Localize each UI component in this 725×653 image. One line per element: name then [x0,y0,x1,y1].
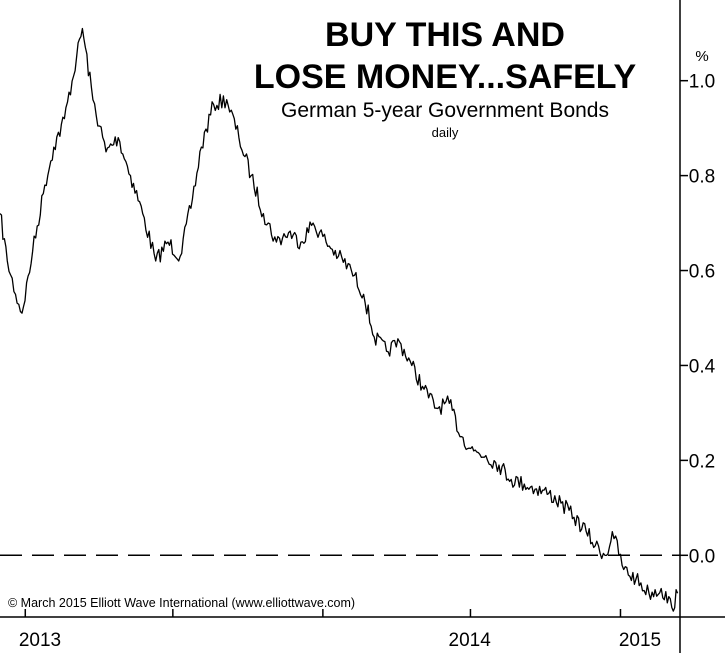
y-tick-label: 0.6 [689,262,715,283]
x-tick-label: 2013 [19,630,61,651]
x-tick-label: 2015 [619,630,661,651]
series-line [0,27,679,612]
x-axis-ticks: 2013 2014 2015 [19,609,661,651]
y-unit-label: % [695,48,708,65]
x-tick-label: 2014 [449,630,492,651]
chart-subtitle: German 5-year Government Bonds [281,99,609,122]
chart-title-line-1: BUY THIS AND [325,16,565,54]
copyright-notice: © March 2015 Elliott Wave International … [8,596,355,610]
y-tick-label: 0.2 [689,451,715,472]
y-axis-ticks: 0.0 0.2 0.4 0.6 0.8 1.0 [680,72,716,567]
y-tick-label: 1.0 [689,72,715,93]
y-tick-label: 0.4 [689,356,716,377]
frequency-label: daily [432,125,459,140]
y-tick-label: 0.0 [689,546,715,567]
y-tick-label: 0.8 [689,167,715,188]
chart-title-line-2: LOSE MONEY...SAFELY [254,58,637,96]
